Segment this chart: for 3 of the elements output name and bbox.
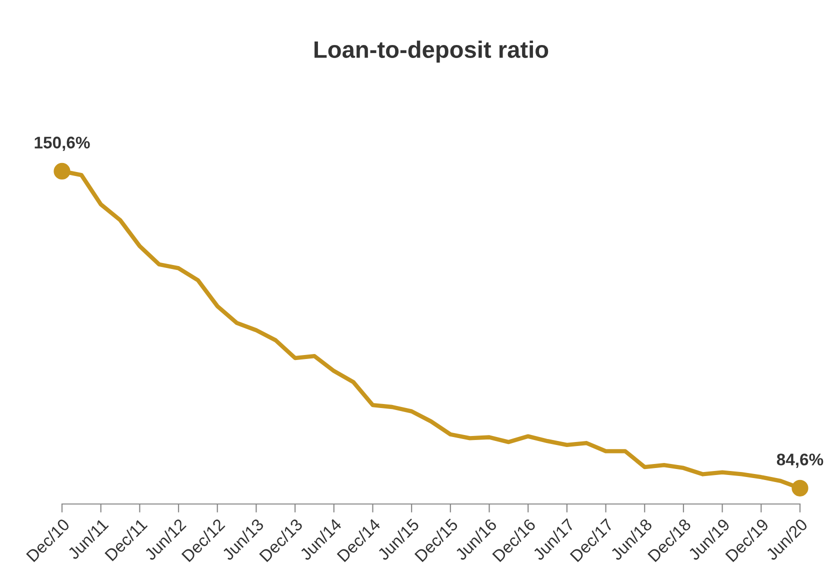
data-label: 84,6% [776,454,824,468]
chart-title: Loan-to-deposit ratio [314,40,548,63]
data-label: 150,6% [34,136,90,151]
